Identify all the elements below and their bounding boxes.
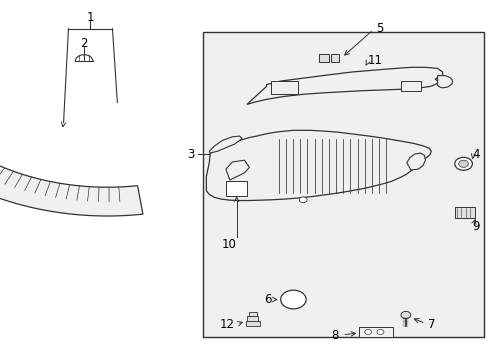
Bar [319,54,328,62]
Circle shape [454,157,471,170]
Polygon shape [209,136,242,153]
Circle shape [364,329,371,334]
Bar [245,321,259,326]
Bar [226,181,246,196]
Text: 2: 2 [80,37,88,50]
Circle shape [280,290,305,309]
Text: 1: 1 [86,11,94,24]
Text: 3: 3 [187,148,194,161]
Bar [454,207,474,218]
Circle shape [376,329,383,334]
Polygon shape [246,67,442,104]
Text: 5: 5 [376,22,383,35]
Polygon shape [206,130,430,201]
Circle shape [299,197,306,203]
Polygon shape [0,126,142,216]
Text: 11: 11 [367,54,382,67]
Bar [271,81,298,94]
Polygon shape [225,160,249,180]
Text: 9: 9 [471,220,478,233]
Text: 4: 4 [471,148,478,161]
Bar [330,54,339,62]
Circle shape [400,311,410,319]
Text: 10: 10 [221,238,236,251]
Text: 8: 8 [331,329,338,342]
Text: 12: 12 [219,318,234,330]
Circle shape [458,160,468,167]
Bar [247,316,258,321]
Bar [203,32,483,337]
Bar [248,312,256,316]
Bar [359,327,392,337]
Text: 6: 6 [264,293,271,306]
Text: 7: 7 [427,318,434,330]
Bar [400,81,420,91]
Polygon shape [406,153,425,170]
Polygon shape [437,76,451,88]
